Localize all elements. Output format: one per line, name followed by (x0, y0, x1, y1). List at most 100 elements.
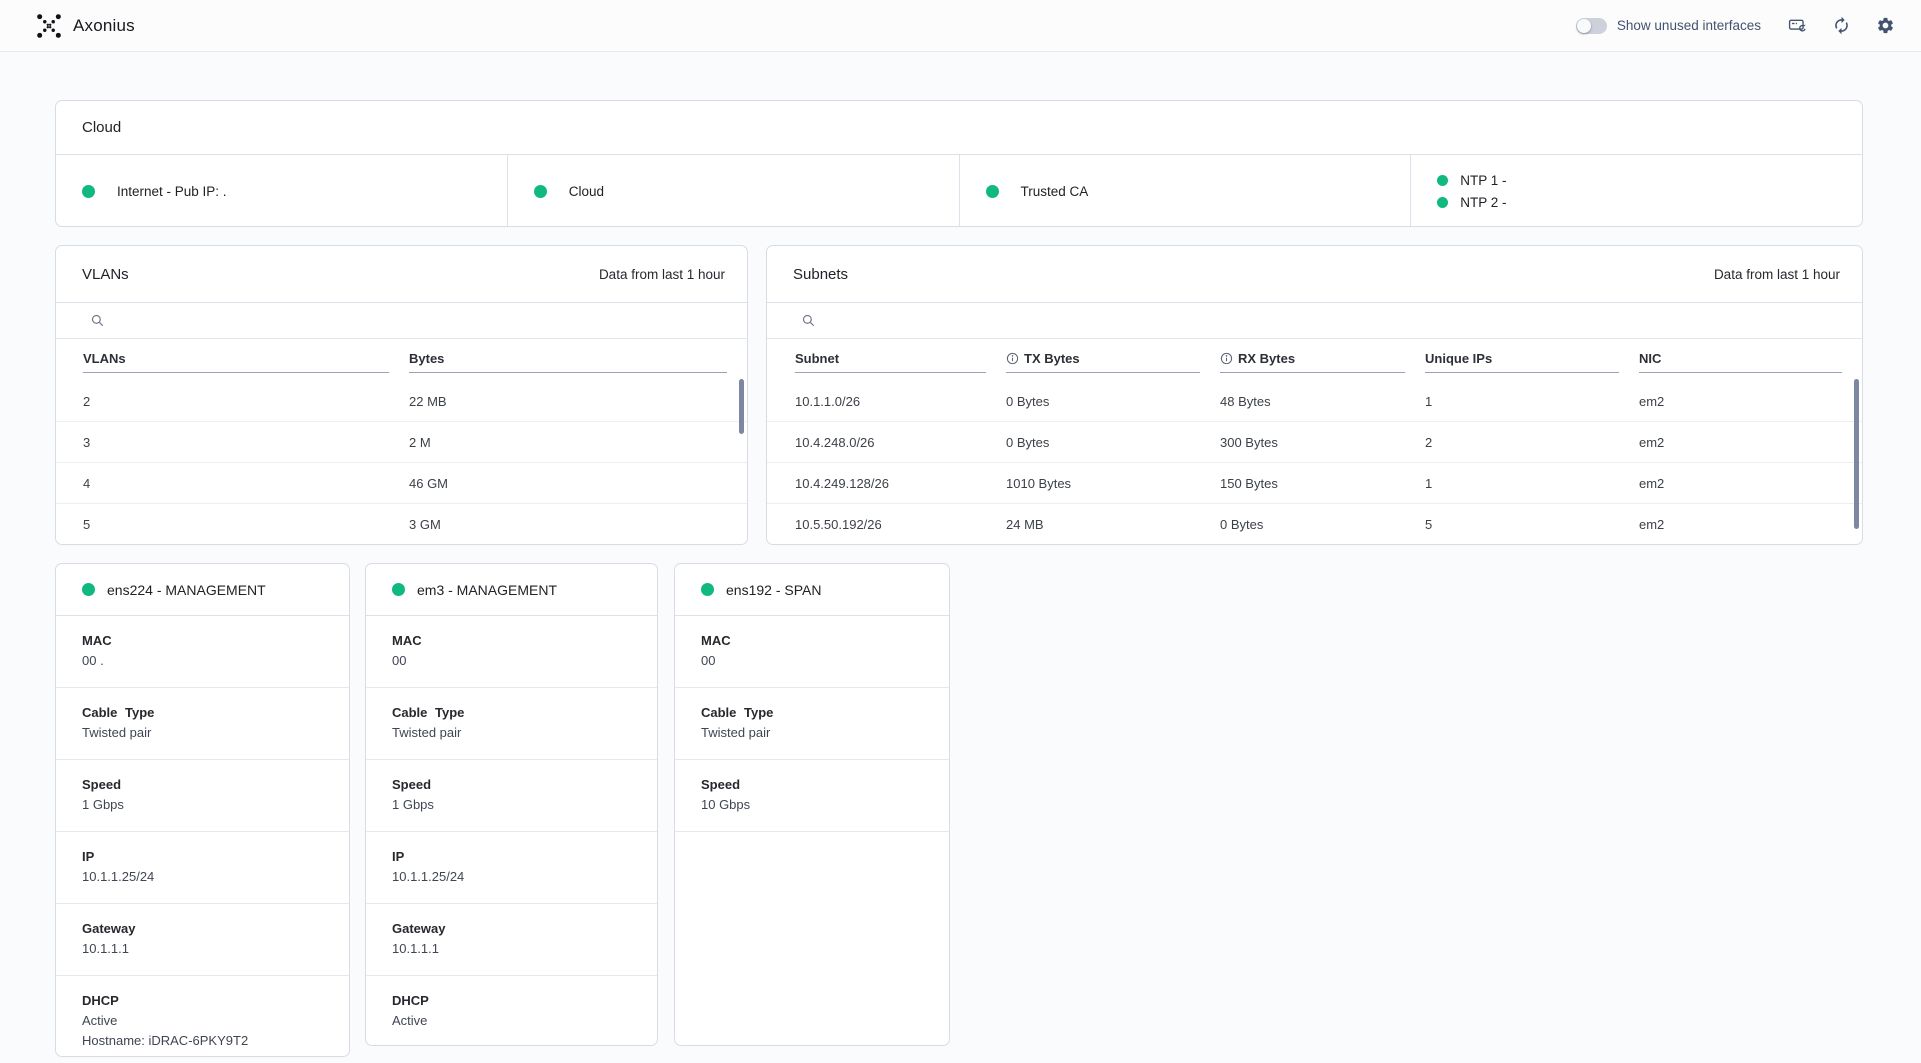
column-header[interactable]: Subnet (767, 343, 1006, 373)
field-mac: MAC 00 . (56, 616, 349, 688)
cloud-panel: Cloud Internet - Pub IP: . Cloud Trusted… (55, 100, 1863, 227)
status-label: Trusted CA (1020, 183, 1089, 199)
subnets-scrollbar[interactable] (1854, 379, 1859, 529)
field-dhcp: DHCP Active Hostname: iDRAC-6PKY9T2 (56, 976, 349, 1056)
tx-bytes-cell: 24 MB (1006, 516, 1044, 532)
table-row[interactable]: 2 22 MB (56, 381, 747, 422)
rx-bytes-cell: 150 Bytes (1220, 475, 1278, 491)
vlans-panel-title: VLANs (82, 265, 129, 283)
vlans-scrollbar[interactable] (739, 379, 744, 434)
interface-card-em3: em3 - MANAGEMENT MAC 00 Cable Type Twist… (365, 563, 658, 1046)
field-gateway: Gateway 10.1.1.1 (366, 904, 657, 976)
vlans-search[interactable] (56, 303, 747, 339)
tx-bytes-cell: 0 Bytes (1006, 434, 1050, 450)
status-ok-dot (392, 583, 405, 596)
status-label: Cloud (568, 183, 605, 199)
table-row[interactable]: 10.1.1.0/26 0 Bytes 48 Bytes 1 em2 (767, 381, 1862, 422)
status-internet: Internet - Pub IP: . (56, 155, 508, 226)
subnet-cell: 10.4.249.128/26 (795, 475, 889, 491)
vlan-id-cell: 3 (83, 434, 91, 450)
vlans-search-input[interactable] (113, 313, 747, 328)
status-ok-dot (82, 184, 95, 198)
status-trusted-ca: Trusted CA (960, 155, 1412, 226)
subnet-cell: 10.1.1.0/26 (795, 393, 861, 409)
table-row[interactable]: 3 2 M (56, 422, 747, 463)
rx-bytes-cell: 0 Bytes (1220, 516, 1264, 532)
vlans-range-label: Data from last 1 hour (598, 266, 725, 282)
status-ok-dot (1437, 196, 1449, 208)
status-ntp: NTP 1 - NTP 2 - (1411, 155, 1862, 226)
vlans-table-body: 2 22 MB 3 2 M 4 46 GM 5 3 GM (56, 381, 747, 544)
subnet-cell: 10.4.248.0/26 (795, 434, 875, 450)
column-header[interactable]: RX Bytes (1220, 343, 1425, 373)
vlan-bytes-cell: 2 M (409, 434, 431, 450)
column-header[interactable]: Unique IPs (1425, 343, 1639, 373)
subnet-cell: 10.5.50.192/26 (795, 516, 882, 532)
unique-ips-cell: 1 (1425, 475, 1433, 491)
vlan-bytes-cell: 3 GM (409, 516, 441, 532)
empty-area (675, 832, 949, 1045)
vlan-id-cell: 5 (83, 516, 91, 532)
brand: Axonius (36, 13, 135, 39)
nic-cell: em2 (1639, 393, 1665, 409)
column-header[interactable]: TX Bytes (1006, 343, 1220, 373)
vlan-bytes-cell: 22 MB (409, 393, 447, 409)
vlan-id-cell: 4 (83, 475, 91, 491)
interface-name: ens224 - MANAGEMENT (107, 581, 266, 598)
field-cable-type: Cable Type Twisted pair (366, 688, 657, 760)
search-icon (91, 314, 104, 327)
toggle-knob (1576, 18, 1591, 33)
sync-icon[interactable] (1831, 16, 1851, 36)
tx-bytes-cell: 1010 Bytes (1006, 475, 1072, 491)
subnets-range-label: Data from last 1 hour (1713, 266, 1840, 282)
table-row[interactable]: 5 3 GM (56, 504, 747, 544)
vlan-bytes-cell: 46 GM (409, 475, 449, 491)
axonius-logo-icon (37, 13, 61, 38)
status-ok-dot (985, 184, 999, 198)
cloud-panel-title: Cloud (82, 119, 122, 136)
field-ip: IP 10.1.1.25/24 (56, 832, 349, 904)
subnets-panel: Subnets Data from last 1 hour Subnet TX … (766, 245, 1863, 545)
table-row[interactable]: 10.4.249.128/26 1010 Bytes 150 Bytes 1 e… (767, 463, 1862, 504)
table-row[interactable]: 10.4.248.0/26 0 Bytes 300 Bytes 2 em2 (767, 422, 1862, 463)
interface-name: ens192 - SPAN (726, 581, 822, 598)
table-row[interactable]: 4 46 GM (56, 463, 747, 504)
subnets-table-body: 10.1.1.0/26 0 Bytes 48 Bytes 1 em2 10.4.… (767, 381, 1862, 544)
subnets-search-input[interactable] (824, 313, 1862, 328)
column-header[interactable]: NIC (1639, 343, 1862, 373)
search-icon (802, 314, 815, 327)
table-row[interactable]: 10.5.50.192/26 24 MB 0 Bytes 5 em2 (767, 504, 1862, 544)
field-cable-type: Cable Type Twisted pair (675, 688, 949, 760)
subnets-search[interactable] (767, 303, 1862, 339)
rx-bytes-cell: 300 Bytes (1220, 434, 1278, 450)
status-ok-dot (701, 583, 714, 596)
field-dhcp: DHCP Active (392, 993, 429, 1028)
status-cloud: Cloud (508, 155, 960, 226)
field-gateway: Gateway 10.1.1.1 (56, 904, 349, 976)
vlans-panel: VLANs Data from last 1 hour VLANs Bytes … (55, 245, 748, 545)
column-header[interactable]: VLANs (56, 343, 409, 373)
field-mac: MAC 00 (366, 616, 657, 688)
info-icon (1006, 352, 1019, 364)
top-bar: Axonius Show unused interfaces (0, 0, 1921, 52)
status-ok-dot (82, 583, 95, 596)
column-header[interactable]: Bytes (409, 343, 747, 373)
nic-cell: em2 (1639, 434, 1665, 450)
dhcp-hostname: Hostname: iDRAC-6PKY9T2 (82, 1033, 249, 1048)
nic-cell: em2 (1639, 516, 1665, 532)
settings-gear-icon[interactable] (1875, 16, 1895, 36)
show-unused-interfaces-toggle[interactable]: Show unused interfaces (1575, 17, 1761, 34)
subnets-table-header: Subnet TX Bytes RX Bytes Unique IPs NIC (767, 343, 1862, 373)
field-speed: Speed 1 Gbps (56, 760, 349, 832)
unique-ips-cell: 5 (1425, 516, 1433, 532)
toggle-track[interactable] (1575, 17, 1607, 34)
tx-bytes-cell: 0 Bytes (1006, 393, 1050, 409)
status-ok-dot (533, 184, 547, 198)
status-label: NTP 1 - (1460, 172, 1507, 188)
brand-name: Axonius (73, 15, 135, 35)
field-speed: Speed 1 Gbps (366, 760, 657, 832)
interface-card-ens192: ens192 - SPAN MAC 00 Cable Type Twisted … (674, 563, 950, 1046)
field-mac: MAC 00 (675, 616, 949, 688)
card-refresh-icon[interactable] (1787, 16, 1807, 36)
vlans-table-header: VLANs Bytes (56, 343, 747, 373)
